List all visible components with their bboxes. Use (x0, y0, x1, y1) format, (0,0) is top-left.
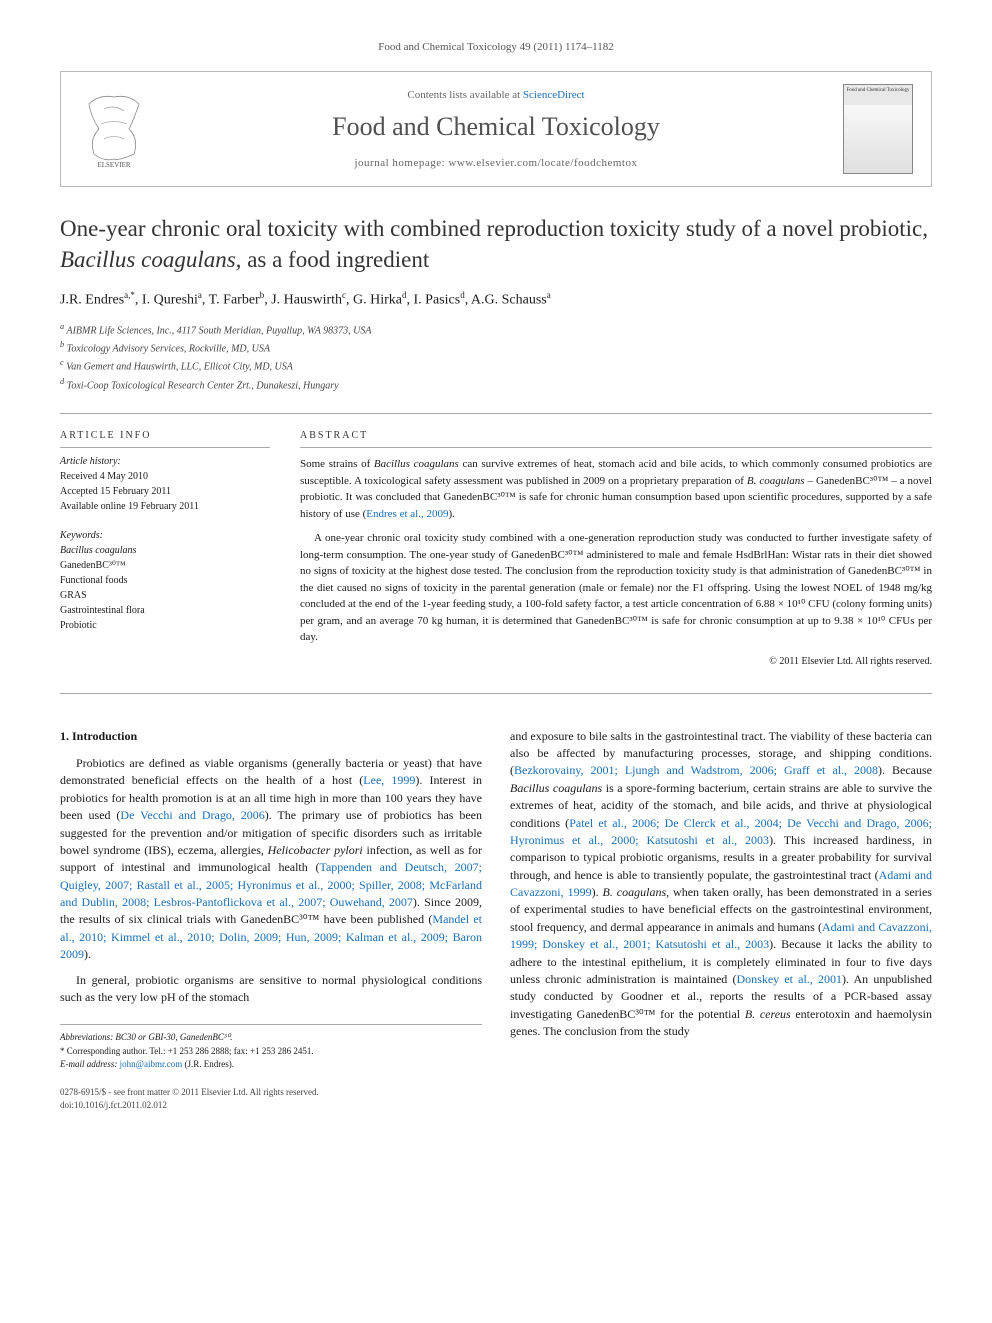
corresponding-author: * Corresponding author. Tel.: +1 253 286… (60, 1045, 482, 1059)
intro-p3: and exposure to bile salts in the gastro… (510, 728, 932, 1041)
article-title: One-year chronic oral toxicity with comb… (60, 213, 932, 275)
intro-p2: In general, probiotic organisms are sens… (60, 972, 482, 1007)
journal-homepage: journal homepage: www.elsevier.com/locat… (167, 156, 825, 171)
keyword-item: Gastrointestinal flora (60, 603, 270, 618)
contents-available: Contents lists available at ScienceDirec… (167, 88, 825, 103)
authors-line: J.R. Endresa,*, I. Qureshia, T. Farberb,… (60, 289, 932, 310)
journal-name: Food and Chemical Toxicology (167, 109, 825, 145)
abstract-copyright: © 2011 Elsevier Ltd. All rights reserved… (300, 654, 932, 669)
received-date: Received 4 May 2010 (60, 469, 270, 484)
doi-line: doi:10.1016/j.fct.2011.02.012 (60, 1099, 482, 1112)
keywords-list: Bacillus coagulansGanedenBC³⁰™Functional… (60, 543, 270, 633)
sciencedirect-link[interactable]: ScienceDirect (523, 89, 585, 101)
abstract: ABSTRACT Some strains of Bacillus coagul… (300, 428, 932, 669)
info-abstract-row: ARTICLE INFO Article history: Received 4… (60, 413, 932, 694)
journal-cover-thumbnail: Food and Chemical Toxicology (843, 84, 913, 174)
keyword-item: Bacillus coagulans (60, 543, 270, 558)
article-info: ARTICLE INFO Article history: Received 4… (60, 428, 270, 669)
keyword-item: Functional foods (60, 573, 270, 588)
body-col-right: and exposure to bile salts in the gastro… (510, 728, 932, 1112)
affiliation-item: c Van Gemert and Hauswirth, LLC, Ellicot… (60, 357, 932, 374)
affiliation-item: a AIBMR Life Sciences, Inc., 4117 South … (60, 321, 932, 338)
affiliations: a AIBMR Life Sciences, Inc., 4117 South … (60, 321, 932, 393)
front-matter-meta: 0278-6915/$ - see front matter © 2011 El… (60, 1086, 482, 1111)
keyword-item: GanedenBC³⁰™ (60, 558, 270, 573)
keyword-item: GRAS (60, 588, 270, 603)
section-1-head: 1. Introduction (60, 728, 482, 745)
email-link[interactable]: john@aibmr.com (120, 1059, 183, 1069)
footnotes: Abbreviations: BC30 or GBI-30, GanedenBC… (60, 1024, 482, 1072)
email-line: E-mail address: john@aibmr.com (J.R. End… (60, 1058, 482, 1072)
running-head: Food and Chemical Toxicology 49 (2011) 1… (60, 40, 932, 55)
article-history-head: Article history: (60, 454, 270, 469)
body-columns: 1. Introduction Probiotics are defined a… (60, 728, 932, 1112)
issn-line: 0278-6915/$ - see front matter © 2011 El… (60, 1086, 482, 1099)
abbreviations: Abbreviations: BC30 or GBI-30, GanedenBC… (60, 1031, 482, 1045)
body-col-left: 1. Introduction Probiotics are defined a… (60, 728, 482, 1112)
svg-text:ELSEVIER: ELSEVIER (97, 161, 130, 169)
journal-header: ELSEVIER Contents lists available at Sci… (60, 71, 932, 187)
abstract-p2: A one-year chronic oral toxicity study c… (300, 530, 932, 646)
elsevier-logo: ELSEVIER (79, 89, 149, 169)
keywords-head: Keywords: (60, 528, 270, 543)
affiliation-item: b Toxicology Advisory Services, Rockvill… (60, 339, 932, 356)
intro-p1: Probiotics are defined as viable organis… (60, 755, 482, 964)
accepted-date: Accepted 15 February 2011 (60, 484, 270, 499)
keyword-item: Probiotic (60, 618, 270, 633)
header-center: Contents lists available at ScienceDirec… (167, 88, 825, 171)
affiliation-item: d Toxi-Coop Toxicological Research Cente… (60, 376, 932, 393)
abstract-p1: Some strains of Bacillus coagulans can s… (300, 456, 932, 522)
abstract-head: ABSTRACT (300, 428, 932, 448)
article-info-head: ARTICLE INFO (60, 428, 270, 448)
online-date: Available online 19 February 2011 (60, 499, 270, 514)
